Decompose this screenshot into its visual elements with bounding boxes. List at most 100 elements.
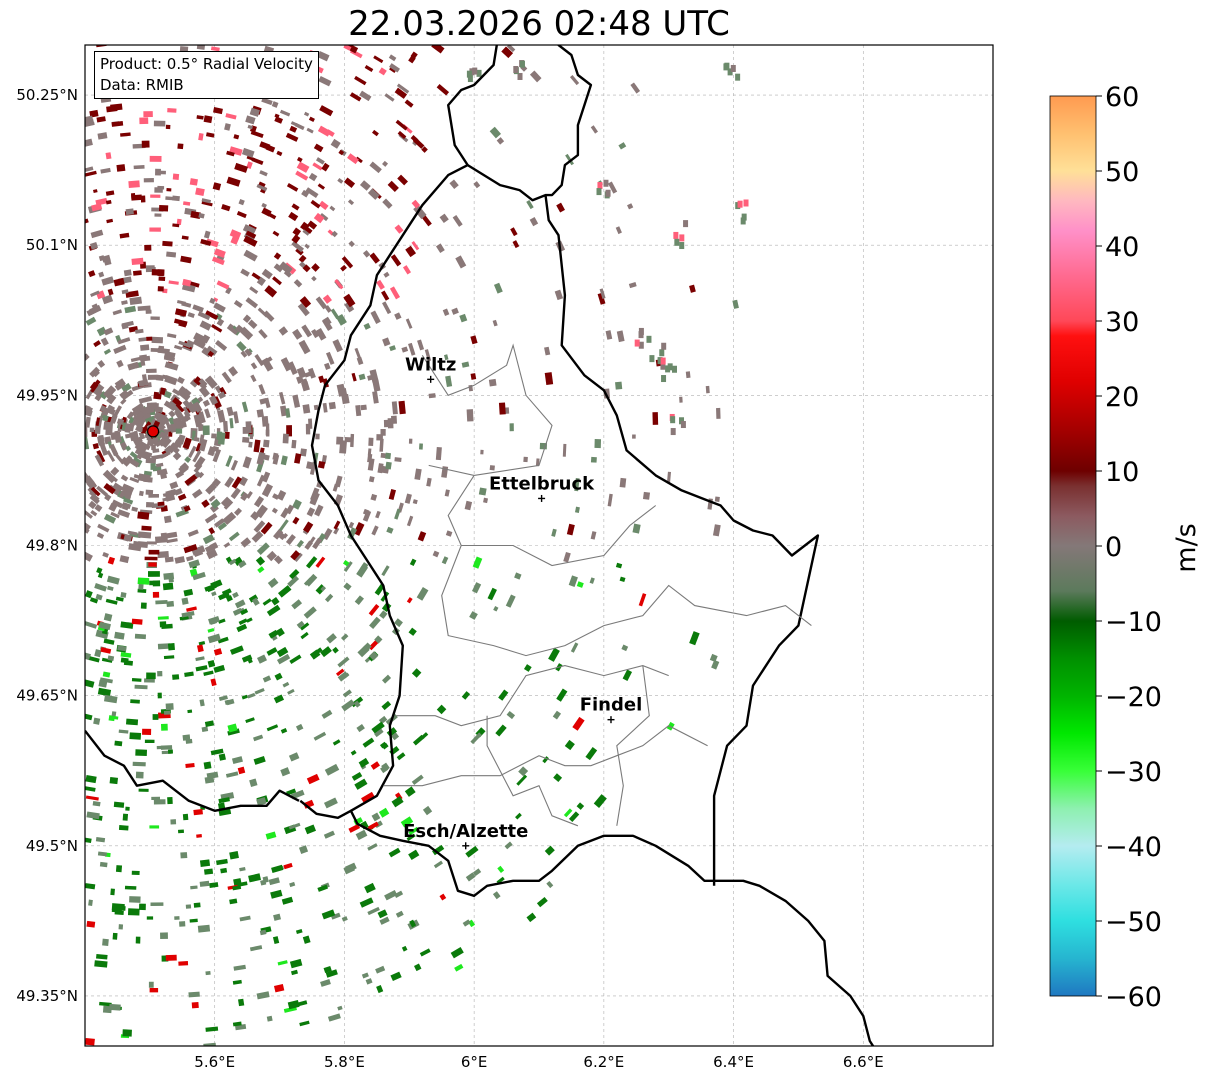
echo-gate [149, 987, 159, 993]
echo-gate [131, 618, 143, 625]
echo-gate [240, 350, 248, 358]
echo-gate [381, 565, 390, 577]
echo-gate [184, 473, 198, 486]
echo-gate [348, 521, 355, 529]
echo-gate [103, 483, 116, 495]
echo-gate [303, 606, 317, 619]
echo-gate [235, 324, 244, 333]
echo-gate [380, 428, 386, 436]
echo-gate [229, 851, 239, 860]
echo-gate [182, 734, 191, 741]
echo-gate [110, 466, 120, 476]
echo-gate [406, 515, 414, 527]
echo-gate [461, 691, 471, 700]
echo-gate [605, 189, 611, 197]
echo-gate [96, 567, 103, 574]
echo-gate [408, 627, 417, 636]
echo-gate [256, 409, 264, 418]
echo-gate [189, 178, 198, 186]
echo-gate [107, 404, 116, 412]
echo-gate [123, 269, 132, 277]
echo-gate [287, 1000, 300, 1010]
echo-gate [247, 319, 258, 330]
echo-gate [356, 724, 365, 733]
echo-gate [340, 264, 347, 272]
echo-gate [326, 633, 337, 644]
echo-gate [723, 63, 729, 71]
echo-gate [273, 263, 284, 273]
echo-gate [216, 318, 225, 327]
echo-gate [111, 499, 124, 509]
echo-gate [179, 615, 189, 621]
echo-gate [661, 342, 667, 350]
echo-gate [89, 381, 98, 391]
echo-gate [380, 765, 389, 774]
echo-gate [85, 218, 89, 224]
echo-gate [513, 66, 519, 74]
echo-gate [172, 451, 182, 461]
echo-gate [187, 529, 199, 537]
echo-gate [96, 532, 105, 539]
echo-gate [493, 606, 499, 612]
echo-gate [281, 896, 294, 905]
echo-gate [204, 408, 211, 419]
echo-gate [303, 111, 310, 117]
echo-gate [377, 463, 384, 474]
echo-gate [535, 458, 540, 467]
echo-gate [253, 755, 266, 765]
echo-gate [86, 480, 95, 490]
echo-gate [670, 416, 676, 424]
echo-gate [607, 181, 618, 194]
echo-gate [302, 224, 313, 234]
echo-gate [215, 340, 228, 351]
echo-gate [296, 156, 303, 163]
echo-gate [590, 125, 598, 134]
echo-gate [213, 648, 223, 656]
echo-gate [226, 698, 235, 706]
colorbar-tick-label: 40 [1105, 232, 1139, 263]
echo-gate [416, 587, 429, 601]
echo-gate [182, 399, 192, 409]
echo-gate [204, 375, 218, 389]
echo-gate [409, 919, 417, 928]
echo-gate [158, 276, 166, 281]
echo-gate [85, 712, 93, 721]
echo-gate [196, 115, 204, 120]
echo-gate [96, 116, 106, 123]
echo-gate [337, 177, 344, 184]
echo-gate [376, 279, 385, 290]
echo-gate [288, 752, 300, 762]
echo-gate [374, 583, 385, 596]
echo-gate [302, 264, 311, 273]
echo-gate [262, 876, 269, 884]
echo-gate [412, 137, 425, 149]
echo-gate [206, 345, 218, 356]
echo-gate [95, 197, 108, 206]
echo-gate [289, 125, 298, 133]
echo-gate [278, 519, 289, 532]
echo-gate [372, 391, 379, 404]
echo-gate [158, 345, 165, 354]
echo-gate [412, 499, 418, 505]
echo-gate [308, 536, 316, 545]
echo-gate [572, 716, 585, 731]
echo-gate [391, 796, 404, 808]
echo-gate [498, 402, 506, 415]
echo-gate [236, 211, 247, 219]
echo-gate [229, 146, 243, 156]
echo-gate [274, 113, 280, 119]
echo-gate [229, 418, 234, 429]
echo-gate [234, 162, 248, 173]
echo-gate [562, 443, 567, 457]
echo-gate [266, 1015, 273, 1022]
echo-gate [85, 170, 97, 177]
echo-gate [250, 362, 258, 370]
echo-gate [266, 604, 281, 617]
echo-gate [98, 271, 105, 278]
colorbar-tick-label: −10 [1105, 607, 1162, 638]
echo-gate [441, 556, 449, 565]
lat-tick-label: 50.1°N [26, 236, 78, 254]
echo-gate [217, 409, 226, 423]
echo-gate [526, 199, 534, 210]
echo-gate [450, 947, 464, 959]
